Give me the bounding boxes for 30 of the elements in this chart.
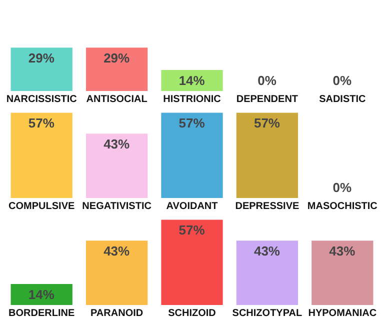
data-label: 43%: [104, 244, 130, 259]
x-tick-label: NEGATIVISTIC: [82, 201, 152, 212]
data-label: 43%: [329, 244, 356, 259]
data-label: 0%: [258, 73, 277, 88]
x-tick-label: NARCISSISTIC: [6, 94, 77, 105]
x-tick-label: MASOCHISTIC: [307, 201, 378, 212]
x-tick-label: HYPOMANIAC: [308, 308, 377, 319]
x-tick-label: DEPENDENT: [236, 94, 298, 105]
data-label: 29%: [104, 50, 130, 66]
x-tick-label: ANTISOCIAL: [86, 94, 148, 105]
x-tick-label: DEPRESSIVE: [235, 201, 300, 212]
data-label: 43%: [104, 136, 130, 152]
x-tick-label: HISTRIONIC: [163, 94, 221, 105]
data-label: 57%: [178, 222, 206, 238]
x-tick-label: PARANOID: [90, 308, 144, 319]
data-label: 0%: [332, 180, 352, 195]
data-label: 57%: [28, 116, 55, 131]
data-label: 14%: [28, 287, 55, 302]
data-label: 43%: [254, 244, 280, 259]
data-label: 57%: [178, 116, 206, 131]
data-label: 29%: [28, 50, 55, 66]
x-tick-label: SCHIZOTYPAL: [232, 308, 302, 319]
data-label: 0%: [332, 73, 352, 88]
x-tick-label: COMPULSIVE: [8, 201, 75, 212]
x-tick-label: BORDERLINE: [8, 308, 75, 319]
x-tick-label: SCHIZOID: [168, 308, 216, 319]
data-label: 14%: [178, 73, 206, 88]
data-label: 57%: [254, 116, 280, 131]
x-tick-label: SADISTIC: [319, 94, 366, 105]
x-tick-label: AVOIDANT: [166, 201, 218, 212]
